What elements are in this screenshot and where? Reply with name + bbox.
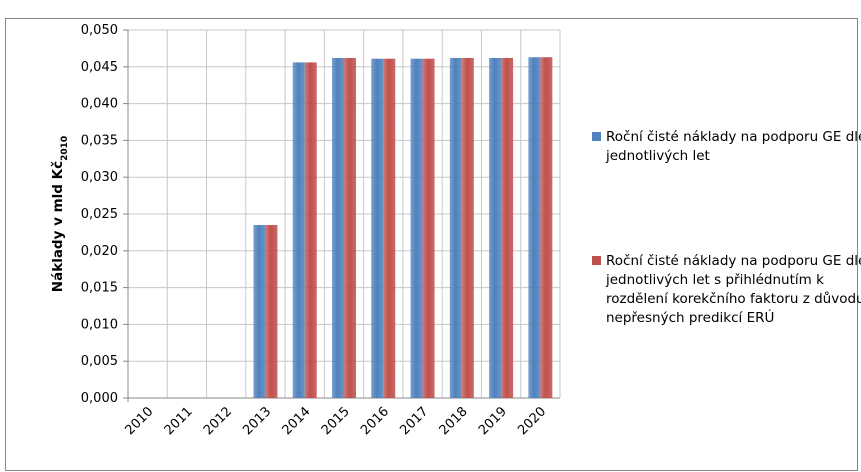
y-axis-label: Náklady v mld Kč2010: [50, 136, 70, 292]
y-tick-label: 0,030: [81, 170, 118, 185]
bar: [461, 57, 474, 399]
x-tick-label: 2020: [515, 404, 549, 438]
y-tick-label: 0,010: [81, 317, 118, 332]
legend-label: Roční čisté náklady na podporu GE dle je…: [606, 129, 861, 164]
x-tick-label: 2014: [280, 404, 314, 438]
x-tick-label: 2012: [201, 404, 235, 438]
y-tick-label: 0,000: [81, 391, 118, 406]
legend-swatch: [592, 132, 601, 141]
x-tick-label: 2018: [437, 404, 471, 438]
y-tick-label: 0,035: [81, 133, 118, 148]
bar: [540, 57, 553, 399]
x-tick-label: 2016: [358, 404, 392, 438]
x-tick-label: 2011: [162, 404, 196, 438]
y-axis-label-main: Náklady v mld Kč: [50, 161, 66, 292]
x-tick-label: 2010: [122, 404, 156, 438]
bar: [332, 57, 344, 399]
bar: [344, 57, 356, 399]
chart-frame: [5, 18, 858, 471]
legend-swatch: [592, 256, 601, 265]
y-axis-label-sub: 2010: [60, 136, 70, 161]
y-tick-label: 0,050: [81, 23, 118, 38]
legend-entry: Roční čisté náklady na podporu GE dle je…: [592, 128, 861, 166]
bar: [253, 225, 266, 398]
y-tick-label: 0,045: [81, 60, 118, 75]
bar: [265, 225, 278, 398]
bar: [304, 62, 317, 398]
y-tick-label: 0,040: [81, 97, 118, 112]
y-tick-label: 0,005: [81, 354, 118, 369]
y-tick-label: 0,025: [81, 207, 118, 222]
bar: [528, 57, 541, 399]
bar: [383, 58, 396, 398]
bar: [292, 62, 305, 398]
bar: [410, 58, 423, 398]
y-tick-label: 0,020: [81, 244, 118, 259]
bar: [449, 57, 462, 399]
legend-label: Roční čisté náklady na podporu GE dle je…: [606, 253, 861, 326]
bar: [501, 57, 514, 399]
x-tick-label: 2015: [319, 404, 353, 438]
x-tick-label: 2019: [476, 404, 510, 438]
bar: [489, 57, 502, 399]
bar: [422, 58, 435, 398]
y-tick-label: 0,015: [81, 281, 118, 296]
x-tick-label: 2017: [397, 404, 431, 438]
x-tick-label: 2013: [240, 404, 274, 438]
bar: [371, 58, 384, 398]
legend-entry: Roční čisté náklady na podporu GE dle je…: [592, 252, 861, 328]
